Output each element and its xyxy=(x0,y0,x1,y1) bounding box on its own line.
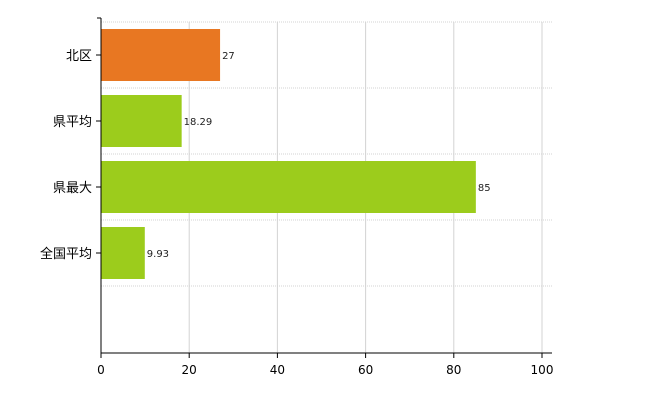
labels: 27 北区 18.29 県平均 85 県最大 9.93 全国平均 0 20 40 60 80 100 xyxy=(40,49,553,377)
data-label: 18.29 xyxy=(184,117,213,128)
data-label: 27 xyxy=(222,51,235,62)
data-label: 9.93 xyxy=(147,249,169,260)
axes xyxy=(96,17,552,358)
category-label: 全国平均 xyxy=(40,246,92,262)
x-tick-label: 0 xyxy=(97,363,105,377)
data-label: 85 xyxy=(478,183,491,194)
category-label: 北区 xyxy=(66,49,92,64)
bar xyxy=(101,161,476,213)
x-tick-label: 20 xyxy=(182,363,197,377)
x-tick-label: 60 xyxy=(358,363,373,377)
bar xyxy=(101,227,145,279)
x-tick-label: 40 xyxy=(270,363,285,377)
category-label: 県最大 xyxy=(53,181,92,196)
x-tick-label: 100 xyxy=(531,363,554,377)
category-label: 県平均 xyxy=(53,115,92,130)
bar xyxy=(101,95,182,147)
bar xyxy=(101,29,221,81)
bars xyxy=(101,29,476,279)
x-tick-label: 80 xyxy=(446,363,461,377)
